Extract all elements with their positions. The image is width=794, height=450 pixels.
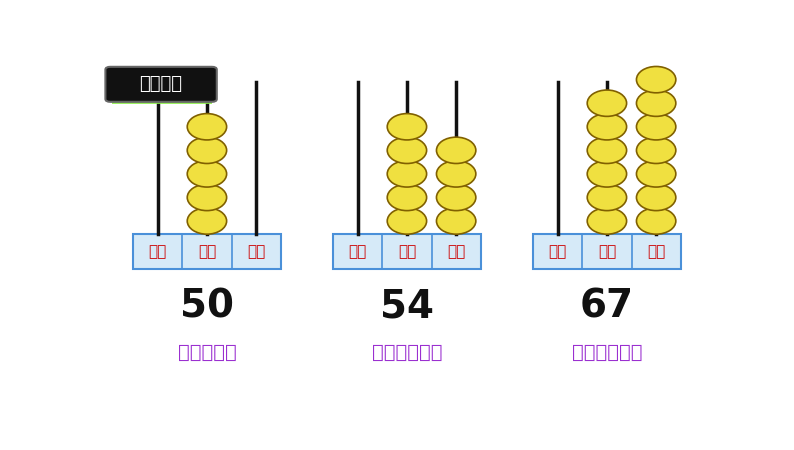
Ellipse shape (437, 184, 476, 211)
Ellipse shape (387, 137, 426, 163)
Ellipse shape (187, 161, 226, 187)
Text: 个位: 个位 (447, 244, 465, 259)
Ellipse shape (637, 67, 676, 93)
Ellipse shape (588, 161, 626, 187)
Text: 读作：五十四: 读作：五十四 (372, 342, 442, 361)
Bar (111, 98, 212, 104)
Text: 67: 67 (580, 288, 634, 326)
Ellipse shape (588, 184, 626, 211)
Text: 百位: 百位 (549, 244, 567, 259)
Ellipse shape (187, 137, 226, 163)
Ellipse shape (387, 208, 426, 234)
Ellipse shape (387, 184, 426, 211)
Bar (133, 234, 281, 269)
Ellipse shape (588, 208, 626, 234)
Text: 读作：五十: 读作：五十 (178, 342, 237, 361)
Text: 50: 50 (180, 288, 234, 326)
Text: 54: 54 (380, 288, 434, 326)
Ellipse shape (187, 208, 226, 234)
Bar (533, 234, 680, 269)
Ellipse shape (637, 161, 676, 187)
Ellipse shape (387, 161, 426, 187)
Ellipse shape (187, 184, 226, 211)
Text: 读作：六十七: 读作：六十七 (572, 342, 642, 361)
Ellipse shape (637, 137, 676, 163)
Ellipse shape (637, 113, 676, 140)
FancyBboxPatch shape (106, 67, 217, 102)
Ellipse shape (437, 161, 476, 187)
Ellipse shape (588, 113, 626, 140)
Ellipse shape (637, 208, 676, 234)
Ellipse shape (637, 184, 676, 211)
Ellipse shape (588, 137, 626, 163)
Text: 百位: 百位 (349, 244, 367, 259)
Ellipse shape (588, 90, 626, 117)
Ellipse shape (187, 113, 226, 140)
Text: 个位: 个位 (247, 244, 265, 259)
Text: 个位: 个位 (647, 244, 665, 259)
Ellipse shape (437, 208, 476, 234)
Text: 十位: 十位 (198, 244, 216, 259)
Ellipse shape (437, 137, 476, 163)
Text: 十位: 十位 (598, 244, 616, 259)
Ellipse shape (387, 113, 426, 140)
Text: 十位: 十位 (398, 244, 416, 259)
Bar (333, 234, 480, 269)
Text: 预习反馈: 预习反馈 (139, 75, 183, 93)
Text: 百位: 百位 (148, 244, 167, 259)
Ellipse shape (637, 90, 676, 117)
